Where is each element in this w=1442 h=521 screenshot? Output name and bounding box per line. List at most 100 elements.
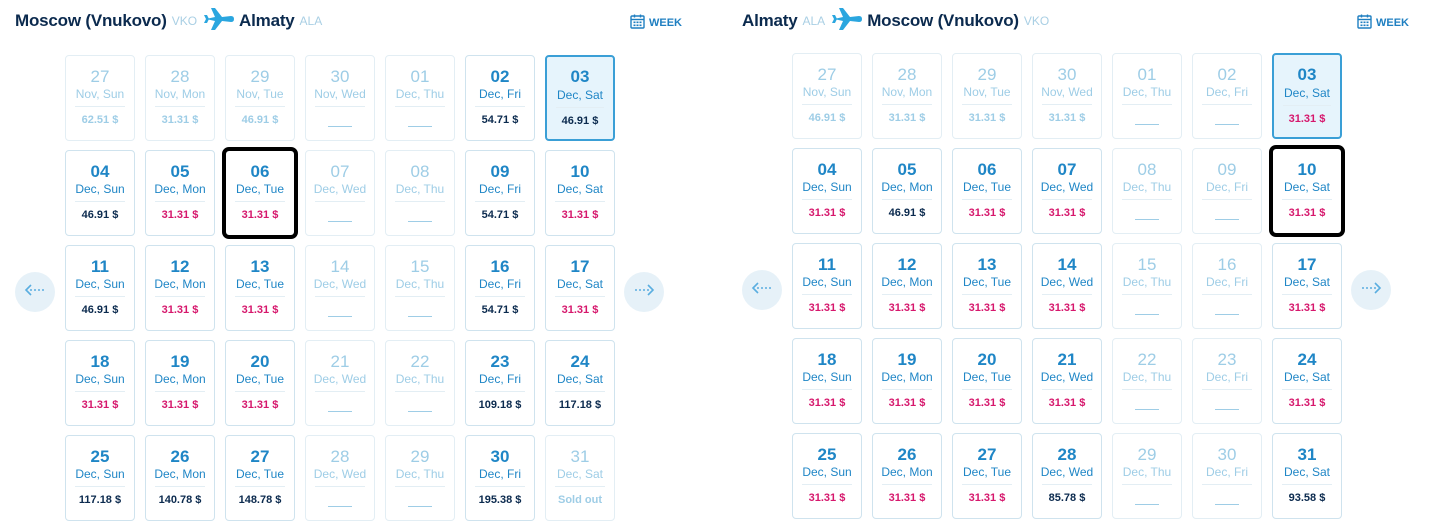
date-cell[interactable]: 03 Dec, Sat 46.91 $ [545, 55, 615, 141]
from-code: ALA [802, 14, 826, 28]
date-cell[interactable]: 16 Dec, Fri [1192, 243, 1262, 329]
date-cell[interactable]: 28 Dec, Wed 85.78 $ [1032, 433, 1102, 519]
date-cell[interactable]: 04 Dec, Sun 46.91 $ [65, 150, 135, 236]
month-weekday: Dec, Mon [881, 370, 933, 384]
month-weekday: Dec, Sat [556, 467, 604, 481]
day-number: 31 [570, 447, 590, 466]
date-cell[interactable]: 09 Dec, Fri [1192, 148, 1262, 234]
date-cell[interactable]: 05 Dec, Mon 46.91 $ [872, 148, 942, 234]
date-cell[interactable]: 29 Nov, Tue 46.91 $ [225, 55, 295, 141]
day-number: 08 [410, 162, 430, 181]
date-cell[interactable]: 28 Nov, Mon 31.31 $ [872, 53, 942, 139]
date-cell[interactable]: 07 Dec, Wed 31.31 $ [1032, 148, 1102, 234]
date-cell[interactable]: 28 Nov, Mon 31.31 $ [145, 55, 215, 141]
prev-week-button[interactable] [742, 270, 782, 310]
date-cell[interactable]: 06 Dec, Tue 31.31 $ [952, 148, 1022, 234]
prev-week-button[interactable] [15, 272, 55, 312]
date-cell[interactable]: 02 Dec, Fri [1192, 53, 1262, 139]
date-cell[interactable]: 29 Dec, Thu [1112, 433, 1182, 519]
month-weekday: Dec, Fri [479, 87, 521, 101]
divider [555, 201, 605, 202]
date-cell[interactable]: 15 Dec, Thu [385, 245, 455, 331]
month-weekday: Dec, Sat [556, 372, 604, 386]
month-weekday: Dec, Wed [313, 467, 367, 481]
date-cell[interactable]: 09 Dec, Fri 54.71 $ [465, 150, 535, 236]
plane-icon [203, 6, 235, 37]
week-label: WEEK [1376, 17, 1409, 29]
date-cell[interactable]: 25 Dec, Sun 31.31 $ [792, 433, 862, 519]
date-cell[interactable]: 05 Dec, Mon 31.31 $ [145, 150, 215, 236]
day-number: 22 [410, 352, 430, 371]
date-cell[interactable]: 24 Dec, Sat 117.18 $ [545, 340, 615, 426]
date-cell[interactable]: 30 Dec, Fri 195.38 $ [465, 435, 535, 521]
date-cell[interactable]: 26 Dec, Mon 140.78 $ [145, 435, 215, 521]
date-cell[interactable]: 23 Dec, Fri 109.18 $ [465, 340, 535, 426]
date-cell[interactable]: 27 Dec, Tue 31.31 $ [952, 433, 1022, 519]
date-cell[interactable]: 12 Dec, Mon 31.31 $ [872, 243, 942, 329]
next-week-button[interactable] [1351, 270, 1391, 310]
date-cell[interactable]: 27 Dec, Tue 148.78 $ [225, 435, 295, 521]
day-number: 03 [1297, 65, 1317, 84]
month-weekday: Dec, Mon [881, 275, 933, 289]
date-cell[interactable]: 04 Dec, Sun 31.31 $ [792, 148, 862, 234]
date-cell[interactable]: 30 Dec, Fri [1192, 433, 1262, 519]
dash [1135, 123, 1159, 125]
date-cell[interactable]: 14 Dec, Wed [305, 245, 375, 331]
date-cell[interactable]: 08 Dec, Thu [385, 150, 455, 236]
date-cell[interactable]: 10 Dec, Sat 31.31 $ [1269, 145, 1345, 237]
date-cell[interactable]: 17 Dec, Sat 31.31 $ [545, 245, 615, 331]
date-cell[interactable]: 20 Dec, Tue 31.31 $ [225, 340, 295, 426]
week-view-button[interactable]: WEEK [1357, 14, 1409, 32]
date-cell[interactable]: 19 Dec, Mon 31.31 $ [872, 338, 942, 424]
day-number: 10 [570, 162, 590, 181]
date-cell[interactable]: 06 Dec, Tue 31.31 $ [222, 147, 298, 239]
month-weekday: Dec, Sun [75, 277, 125, 291]
date-cell[interactable]: 17 Dec, Sat 31.31 $ [1272, 243, 1342, 329]
date-cell[interactable]: 13 Dec, Tue 31.31 $ [225, 245, 295, 331]
date-cell[interactable]: 24 Dec, Sat 31.31 $ [1272, 338, 1342, 424]
sold-out-label: Sold out [558, 494, 602, 506]
date-cell[interactable]: 23 Dec, Fri [1192, 338, 1262, 424]
date-cell[interactable]: 19 Dec, Mon 31.31 $ [145, 340, 215, 426]
date-cell[interactable]: 28 Dec, Wed [305, 435, 375, 521]
date-cell[interactable]: 29 Dec, Thu [385, 435, 455, 521]
date-cell[interactable]: 18 Dec, Sun 31.31 $ [65, 340, 135, 426]
date-cell[interactable]: 30 Nov, Wed [305, 55, 375, 141]
date-cell[interactable]: 11 Dec, Sun 31.31 $ [792, 243, 862, 329]
to-city: Almaty [239, 11, 295, 30]
month-weekday: Nov, Tue [236, 87, 284, 101]
day-number: 30 [330, 67, 350, 86]
date-cell[interactable]: 16 Dec, Fri 54.71 $ [465, 245, 535, 331]
date-cell[interactable]: 31 Dec, Sat 93.58 $ [1272, 433, 1342, 519]
date-cell[interactable]: 29 Nov, Tue 31.31 $ [952, 53, 1022, 139]
date-cell[interactable]: 02 Dec, Fri 54.71 $ [465, 55, 535, 141]
date-cell[interactable]: 21 Dec, Wed [305, 340, 375, 426]
date-cell[interactable]: 25 Dec, Sun 117.18 $ [65, 435, 135, 521]
week-view-button[interactable]: WEEK [630, 14, 682, 32]
date-cell[interactable]: 01 Dec, Thu [1112, 53, 1182, 139]
date-cell[interactable]: 22 Dec, Thu [1112, 338, 1182, 424]
date-cell[interactable]: 26 Dec, Mon 31.31 $ [872, 433, 942, 519]
date-cell[interactable]: 12 Dec, Mon 31.31 $ [145, 245, 215, 331]
route-header: Almaty ALA Moscow (Vnukovo) VKO [742, 7, 1055, 34]
date-cell[interactable]: 18 Dec, Sun 31.31 $ [792, 338, 862, 424]
date-cell[interactable]: 21 Dec, Wed 31.31 $ [1032, 338, 1102, 424]
date-cell[interactable]: 03 Dec, Sat 31.31 $ [1272, 53, 1342, 139]
date-cell[interactable]: 13 Dec, Tue 31.31 $ [952, 243, 1022, 329]
divider [475, 106, 525, 107]
date-cell[interactable]: 22 Dec, Thu [385, 340, 455, 426]
date-cell[interactable]: 15 Dec, Thu [1112, 243, 1182, 329]
date-cell[interactable]: 27 Nov, Sun 62.51 $ [65, 55, 135, 141]
date-cell[interactable]: 10 Dec, Sat 31.31 $ [545, 150, 615, 236]
next-week-button[interactable] [624, 272, 664, 312]
date-cell[interactable]: 20 Dec, Tue 31.31 $ [952, 338, 1022, 424]
date-cell[interactable]: 07 Dec, Wed [305, 150, 375, 236]
date-cell[interactable]: 11 Dec, Sun 46.91 $ [65, 245, 135, 331]
date-cell[interactable]: 08 Dec, Thu [1112, 148, 1182, 234]
date-cell[interactable]: 27 Nov, Sun 46.91 $ [792, 53, 862, 139]
date-cell[interactable]: 31 Dec, Sat Sold out [545, 435, 615, 521]
date-cell[interactable]: 01 Dec, Thu [385, 55, 455, 141]
date-cell[interactable]: 30 Nov, Wed 31.31 $ [1032, 53, 1102, 139]
month-weekday: Nov, Sun [802, 85, 852, 99]
date-cell[interactable]: 14 Dec, Wed 31.31 $ [1032, 243, 1102, 329]
